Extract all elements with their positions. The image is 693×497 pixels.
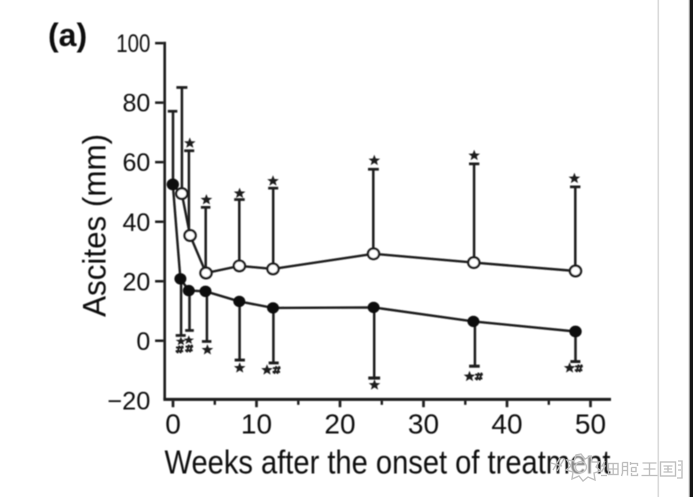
svg-text:60: 60 bbox=[122, 149, 150, 177]
svg-text:0: 0 bbox=[165, 408, 181, 439]
svg-text:40: 40 bbox=[491, 408, 522, 439]
svg-text:30: 30 bbox=[408, 408, 439, 439]
svg-text:10: 10 bbox=[241, 408, 272, 439]
svg-text:Weeks after the onset of treat: Weeks after the onset of treatment bbox=[165, 444, 612, 481]
svg-text:Ascites (mm): Ascites (mm) bbox=[77, 134, 113, 317]
svg-text:−20: −20 bbox=[107, 387, 150, 415]
svg-text:0: 0 bbox=[136, 328, 150, 356]
svg-text:40: 40 bbox=[122, 209, 150, 237]
svg-text:80: 80 bbox=[122, 90, 150, 118]
svg-text:50: 50 bbox=[575, 408, 606, 439]
svg-text:(a): (a) bbox=[48, 17, 87, 53]
svg-text:20: 20 bbox=[324, 408, 355, 439]
svg-text:20: 20 bbox=[122, 268, 150, 296]
svg-text:100: 100 bbox=[116, 30, 150, 58]
